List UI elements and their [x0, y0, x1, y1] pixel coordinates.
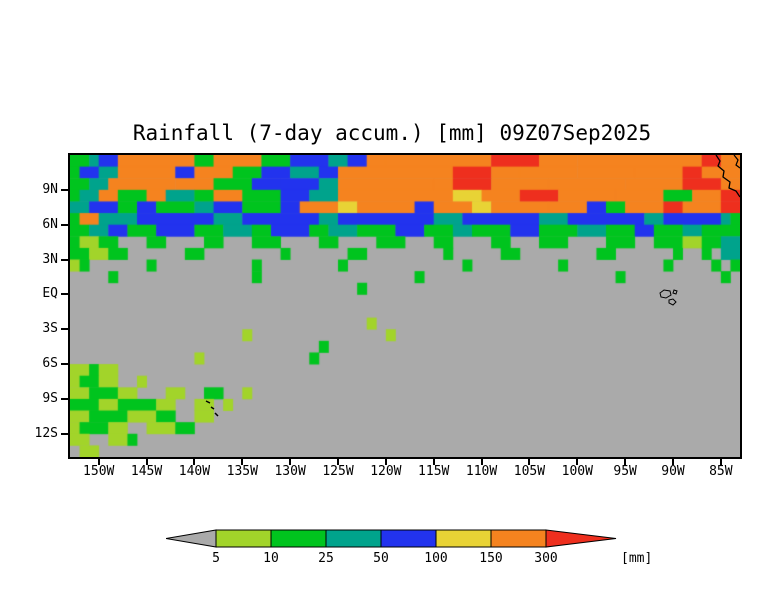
- colorbar-tick-label: 10: [263, 551, 279, 566]
- colorbar-tick-label: 25: [318, 551, 334, 566]
- colorbar-segment: [325, 529, 382, 548]
- colorbar-segment: [435, 529, 492, 548]
- lon-tick: [719, 459, 722, 465]
- lon-tick-label: 90W: [661, 464, 685, 479]
- lon-tick: [432, 459, 435, 465]
- lon-tick: [384, 459, 387, 465]
- colorbar-tick-label: 150: [479, 551, 503, 566]
- lon-tick: [672, 459, 674, 465]
- lon-tick-label: 120W: [370, 464, 402, 479]
- lat-tick: [61, 328, 68, 331]
- lon-tick: [576, 459, 579, 465]
- lon-tick-label: 130W: [274, 464, 306, 479]
- colorbar-segment: [490, 529, 547, 548]
- lon-tick: [97, 459, 100, 465]
- lat-tick-label: 6N: [42, 216, 58, 232]
- lon-tick: [337, 459, 339, 465]
- colorbar-segment: [380, 529, 437, 548]
- lat-tick-label: 9N: [42, 181, 58, 197]
- colorbar-tick-label: 5: [212, 551, 220, 566]
- colorbar: [166, 529, 617, 548]
- galapagos-islands-outline: [659, 289, 678, 306]
- lat-tick-label: 12S: [34, 425, 58, 441]
- map-overlay: [205, 155, 740, 417]
- lat-tick-label: 3S: [42, 321, 58, 337]
- lon-tick: [528, 459, 531, 465]
- colorbar-tick-label: 300: [534, 551, 558, 566]
- colorbar-tick-label: 50: [373, 551, 389, 566]
- lon-tick-label: 140W: [178, 464, 211, 479]
- map-frame: [68, 153, 742, 459]
- colorbar-segment: [215, 529, 272, 548]
- lon-tick: [241, 459, 244, 465]
- lon-tick: [289, 459, 292, 465]
- lon-tick: [624, 459, 627, 465]
- lat-tick: [61, 258, 68, 261]
- lat-tick-label: 6S: [42, 356, 58, 372]
- lon-tick-label: 125W: [322, 464, 354, 479]
- lat-tick: [61, 363, 68, 366]
- marquesas-islands-marks: [205, 400, 219, 417]
- lat-tick-label: 9S: [42, 390, 58, 406]
- lat-tick: [61, 432, 68, 435]
- colorbar-segment: [270, 529, 327, 548]
- rainfall-heatmap-canvas: [70, 155, 740, 457]
- colorbar-right-arrow: [545, 529, 617, 548]
- lon-tick-label: 115W: [418, 464, 450, 479]
- lat-tick: [61, 293, 68, 296]
- lat-tick: [61, 397, 68, 400]
- lon-tick: [145, 459, 148, 465]
- lon-tick-label: 95W: [613, 464, 637, 479]
- colorbar-left-arrow: [166, 529, 217, 548]
- lon-tick-label: 110W: [465, 464, 498, 479]
- lon-tick-label: 150W: [83, 464, 115, 479]
- lon-tick-label: 100W: [561, 464, 593, 479]
- colorbar-units-label: [mm]: [621, 551, 653, 566]
- lon-tick-label: 105W: [513, 464, 546, 479]
- central-america-coastline: [715, 155, 740, 198]
- lat-tick-label: 3N: [42, 251, 58, 267]
- lon-tick-label: 145W: [130, 464, 163, 479]
- lon-tick-label: 135W: [226, 464, 258, 479]
- central-america-coastline-2: [733, 155, 740, 169]
- lat-tick: [61, 188, 68, 191]
- lon-tick: [480, 459, 483, 465]
- colorbar-tick-label: 100: [424, 551, 448, 566]
- lat-tick: [61, 223, 68, 226]
- lat-tick-label: EQ: [42, 286, 58, 302]
- chart-title: Rainfall (7-day accum.) [mm] 09Z07Sep202…: [132, 121, 652, 145]
- lon-tick: [193, 459, 196, 465]
- lon-tick-label: 85W: [709, 464, 733, 479]
